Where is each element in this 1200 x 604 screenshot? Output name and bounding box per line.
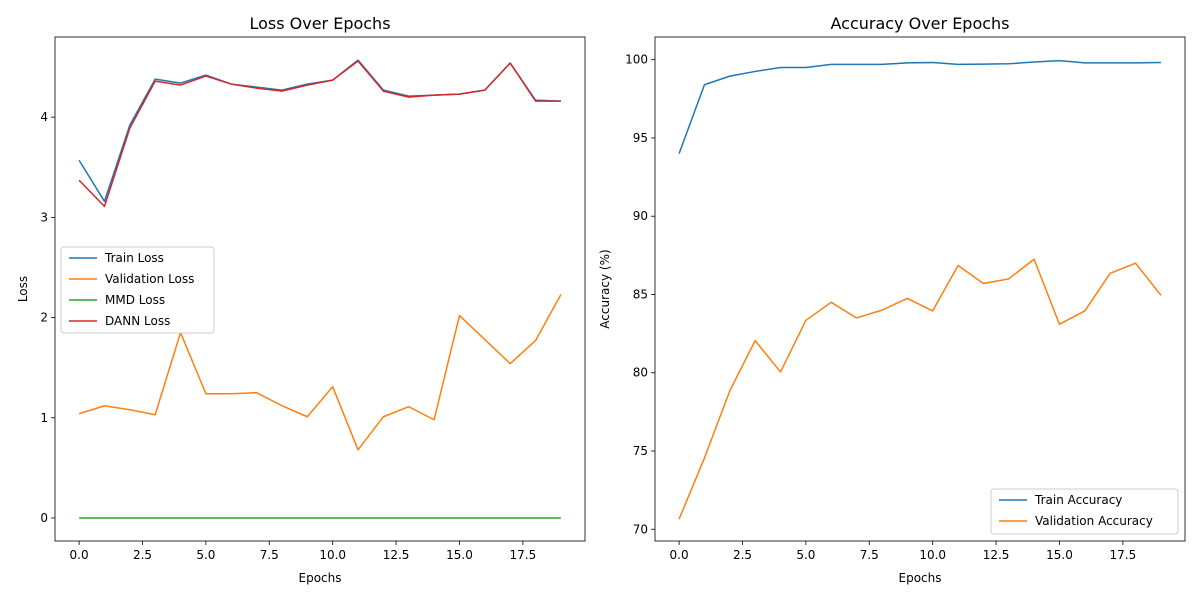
- legend-label: Train Loss: [104, 251, 164, 265]
- series-line-validation-accuracy: [678, 258, 1162, 520]
- y-tick-label: 1: [40, 411, 48, 425]
- y-tick-label: 95: [633, 131, 648, 145]
- x-tick-label: 2.5: [133, 548, 152, 562]
- legend-label: DANN Loss: [105, 314, 170, 328]
- chart-title: Accuracy Over Epochs: [830, 14, 1009, 33]
- x-tick-label: 17.5: [510, 548, 537, 562]
- legend-box: [60, 246, 215, 334]
- x-axis-label: Epochs: [299, 571, 342, 585]
- legend-box: [990, 488, 1179, 535]
- x-tick-label: 10.0: [919, 548, 946, 562]
- legend-label: MMD Loss: [105, 293, 165, 307]
- axes-frame: [654, 36, 1186, 542]
- x-tick-label: 0.0: [670, 548, 689, 562]
- x-tick-label: 5.0: [196, 548, 215, 562]
- y-tick-label: 85: [633, 287, 648, 301]
- legend: Train Loss Validation Loss MMD Loss DANN Lo…: [60, 246, 215, 334]
- chart-panel-1: Loss Over Epochs 0.0 2.5 5.0 7.5 10.0 12.5 15.0…: [16, 14, 586, 585]
- x-tick-label: 7.5: [260, 548, 279, 562]
- y-tick-label: 90: [633, 209, 648, 223]
- legend-label: Validation Loss: [105, 272, 194, 286]
- x-tick-label: 17.5: [1110, 548, 1137, 562]
- series-line-train-accuracy: [678, 59, 1161, 154]
- x-tick-label: 12.5: [383, 548, 410, 562]
- y-tick-label: 70: [633, 522, 648, 536]
- y-axis-label: Accuracy (%): [598, 249, 612, 328]
- series-line-dann-loss: [78, 60, 561, 208]
- x-tick-label: 5.0: [796, 548, 815, 562]
- x-axis-label: Epochs: [899, 571, 942, 585]
- y-tick-label: 4: [40, 110, 48, 124]
- x-tick-label: 2.5: [733, 548, 752, 562]
- x-tick-label: 7.5: [860, 548, 879, 562]
- legend-label: Train Accuracy: [1034, 493, 1122, 507]
- x-tick-label: 15.0: [1046, 548, 1073, 562]
- legend-label: Validation Accuracy: [1035, 514, 1153, 528]
- legend: Train Accuracy Validation Accuracy: [990, 488, 1179, 535]
- y-tick-label: 75: [633, 444, 648, 458]
- x-tick-label: 10.0: [319, 548, 346, 562]
- x-tick-label: 12.5: [983, 548, 1010, 562]
- series-line-validation-loss: [78, 294, 562, 451]
- y-tick-label: 0: [40, 511, 48, 525]
- y-axis-label: Loss: [16, 276, 30, 302]
- y-tick-label: 3: [40, 210, 48, 224]
- axes-frame: [54, 36, 586, 542]
- y-tick-label: 2: [40, 311, 48, 325]
- y-tick-label: 80: [633, 366, 648, 380]
- x-tick-label: 15.0: [446, 548, 473, 562]
- chart-panel-2: Accuracy Over Epochs 0.0 2.5 5.0 7.5 10.0 12.5…: [598, 14, 1186, 585]
- x-tick-label: 0.0: [70, 548, 89, 562]
- chart-title: Loss Over Epochs: [249, 14, 390, 33]
- y-tick-label: 100: [625, 53, 648, 67]
- series-line-train-loss: [78, 59, 561, 203]
